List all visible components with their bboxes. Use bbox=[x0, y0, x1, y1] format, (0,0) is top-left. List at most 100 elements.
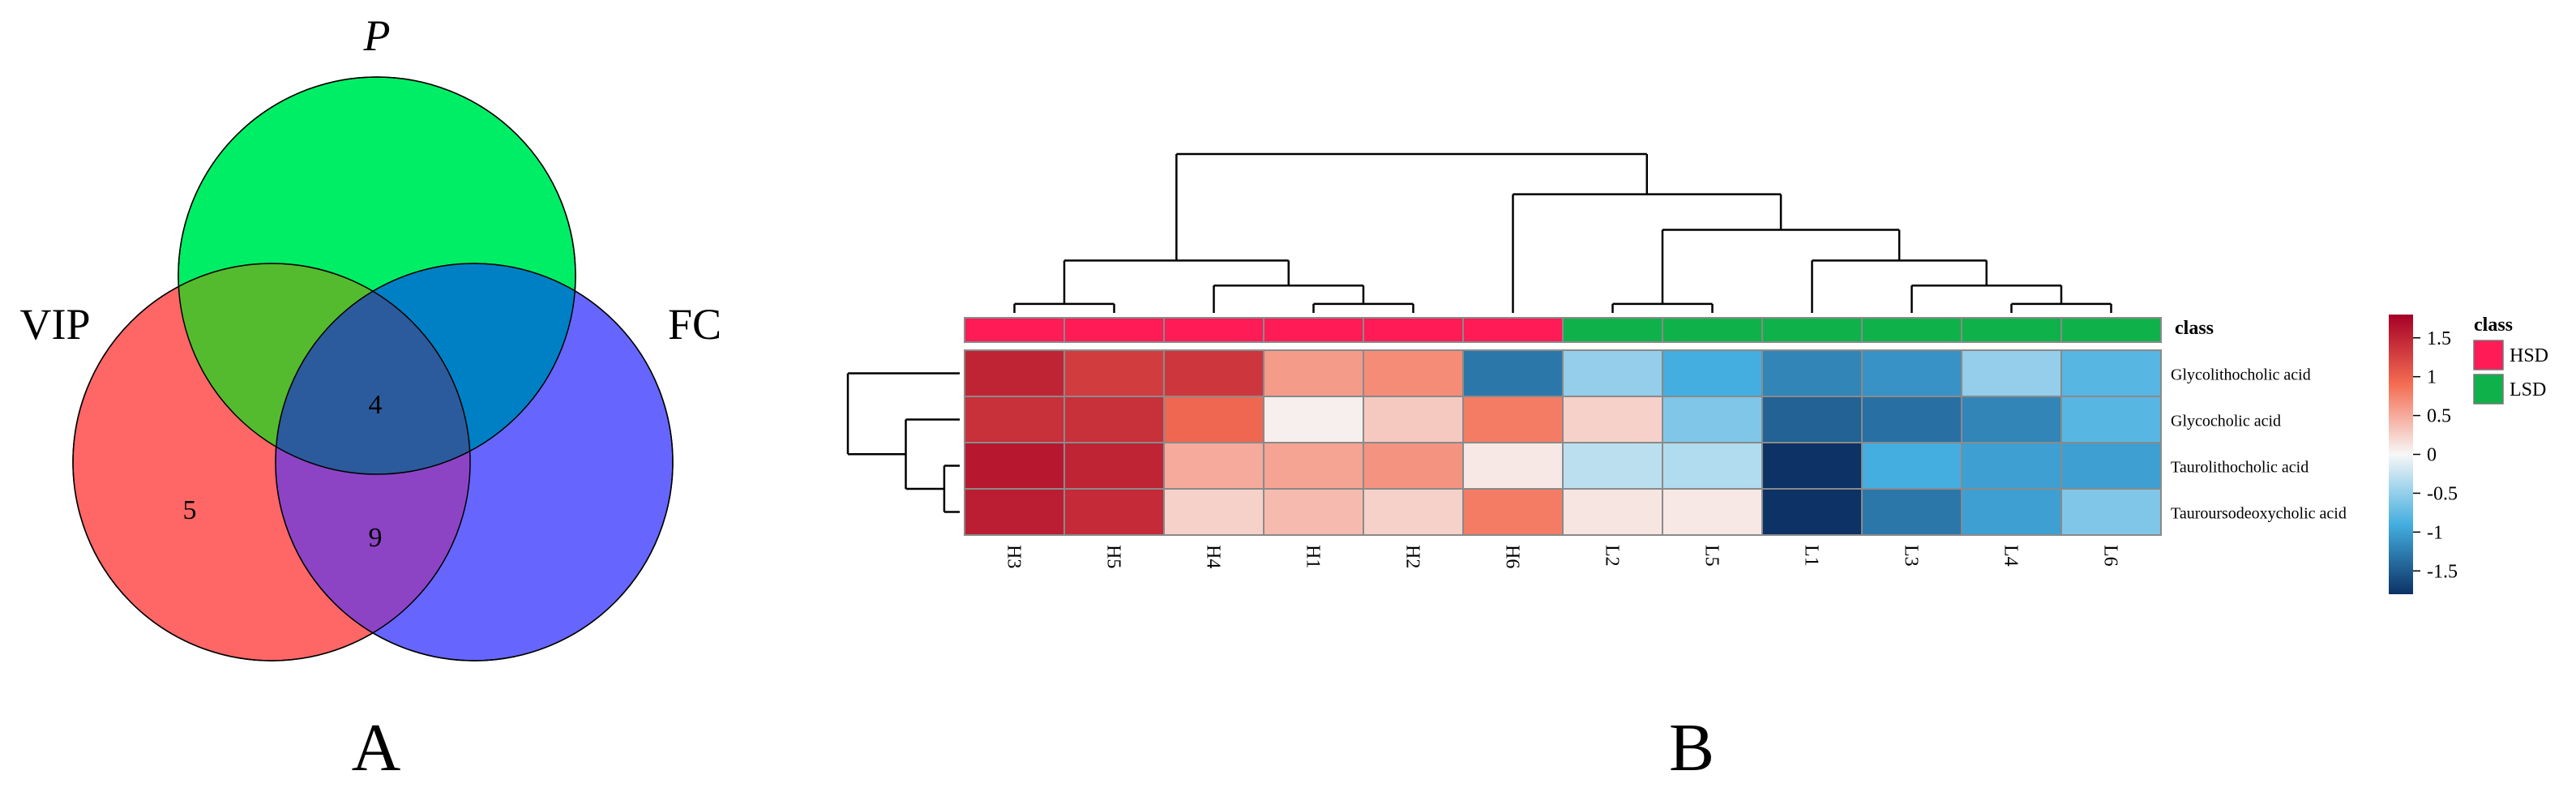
heatmap-cell bbox=[2060, 442, 2162, 490]
column-label: H3 bbox=[1003, 545, 1025, 568]
venn-diagram: P VIP FC 5 4 9 A bbox=[19, 11, 721, 786]
heatmap-panel: class Glycolithocholic acid Glycocholic a… bbox=[846, 152, 2548, 786]
heatmap-cell bbox=[1761, 488, 1863, 536]
row-dendrogram bbox=[846, 372, 960, 513]
row-labels: Glycolithocholic acid Glycocholic acid Tau… bbox=[2171, 366, 2347, 523]
annotation-cell-H1 bbox=[1263, 317, 1364, 343]
colorbar-tick-label: -1.5 bbox=[2427, 561, 2458, 582]
heatmap-cell bbox=[1662, 349, 1763, 397]
legend-label-hsd: HSD bbox=[2510, 345, 2548, 366]
row-label: Glycocholic acid bbox=[2171, 413, 2281, 430]
heatmap-cell bbox=[1861, 488, 1962, 536]
heatmap-cell bbox=[2060, 488, 2162, 536]
row-label: Glycolithocholic acid bbox=[2171, 366, 2311, 384]
annotation-cell-L4 bbox=[1961, 317, 2062, 343]
heatmap-cell bbox=[1063, 396, 1165, 443]
heatmap-cell bbox=[1363, 349, 1464, 397]
heatmap-cell bbox=[1662, 396, 1763, 443]
heatmap-cell bbox=[1562, 396, 1663, 443]
heatmap-cell bbox=[1263, 442, 1364, 490]
heatmap-cell bbox=[1761, 442, 1863, 490]
venn-outline-vip bbox=[72, 263, 471, 662]
annotation-cell-L3 bbox=[1861, 317, 1962, 343]
heatmap-cell bbox=[1562, 349, 1663, 397]
column-label: L2 bbox=[1602, 545, 1623, 567]
heatmap-cell bbox=[1163, 349, 1264, 397]
heatmap-cell bbox=[1462, 396, 1564, 443]
heatmap-cell bbox=[1961, 488, 2062, 536]
column-label: H5 bbox=[1103, 545, 1124, 568]
column-labels: H3 H5 H4 H1 H2 H6 L2 L5 L1 L3 L4 L6 bbox=[1003, 545, 2121, 568]
column-label: L5 bbox=[1701, 545, 1722, 567]
column-label: L1 bbox=[1801, 545, 1822, 567]
heatmap-cell bbox=[964, 488, 1065, 536]
heatmap-cell bbox=[1761, 349, 1863, 397]
heatmap-cell bbox=[1861, 349, 1962, 397]
annotation-cell-H2 bbox=[1363, 317, 1464, 343]
heatmap-cell bbox=[1263, 488, 1364, 536]
venn-outline-fc bbox=[275, 263, 674, 662]
colorbar-tick-label: 0.5 bbox=[2427, 406, 2451, 427]
heatmap-cell bbox=[1063, 488, 1165, 536]
annotation-cell-H5 bbox=[1063, 317, 1165, 343]
colorbar-tick-label: -1 bbox=[2427, 522, 2443, 543]
heatmap-cell bbox=[2060, 349, 2162, 397]
heatmap-cell bbox=[1462, 488, 1564, 536]
venn-set-label-vip: VIP bbox=[19, 300, 90, 349]
heatmap-cell bbox=[1063, 349, 1165, 397]
colorbar-tick-label: 1 bbox=[2427, 367, 2437, 388]
row-label: Tauroursodeoxycholic acid bbox=[2171, 505, 2347, 523]
heatmap-cell bbox=[1363, 442, 1464, 490]
column-label: H4 bbox=[1203, 545, 1224, 568]
venn-count-all: 4 bbox=[369, 390, 383, 420]
annotation-title: class bbox=[2175, 318, 2214, 339]
heatmap-cell bbox=[964, 349, 1065, 397]
heatmap-cell bbox=[1462, 349, 1564, 397]
column-label: L4 bbox=[2000, 545, 2022, 567]
heatmap-cell bbox=[1861, 396, 1962, 443]
column-label: L3 bbox=[1901, 545, 1922, 567]
heatmap-cell bbox=[1163, 488, 1264, 536]
venn-count-vip-fc: 9 bbox=[369, 523, 383, 553]
colorbar-tick-label: -0.5 bbox=[2427, 483, 2458, 504]
heatmap-cell bbox=[1063, 442, 1165, 490]
heatmap-cell bbox=[1462, 442, 1564, 490]
heatmap-cell bbox=[1163, 442, 1264, 490]
annotation-cell-L6 bbox=[2060, 317, 2162, 343]
column-label: H1 bbox=[1303, 545, 1324, 568]
heatmap-cell bbox=[1363, 488, 1464, 536]
heatmap-cell bbox=[1363, 396, 1464, 443]
colorbar-tick-label: 0 bbox=[2427, 445, 2437, 466]
panel-label-b: B bbox=[1669, 710, 1714, 786]
annotation-cell-H3 bbox=[964, 317, 1065, 343]
heatmap-cell bbox=[1562, 442, 1663, 490]
legend-swatch-lsd bbox=[2473, 374, 2504, 405]
colorbar-tick-label: 1.5 bbox=[2427, 328, 2451, 349]
heatmap-cell bbox=[2060, 396, 2162, 443]
heatmap-cell bbox=[1961, 396, 2062, 443]
heatmap-cell bbox=[964, 396, 1065, 443]
venn-count-vip-only: 5 bbox=[183, 495, 197, 525]
heatmap-cells bbox=[964, 349, 2162, 536]
venn-set-label-fc: FC bbox=[668, 300, 721, 349]
annotation-cell-L5 bbox=[1662, 317, 1763, 343]
heatmap-cell bbox=[1861, 442, 1962, 490]
venn-set-label-p: P bbox=[363, 11, 391, 60]
row-label: Taurolithocholic acid bbox=[2171, 459, 2309, 477]
annotation-cell-H6 bbox=[1462, 317, 1564, 343]
legend-label-lsd: LSD bbox=[2510, 379, 2546, 400]
heatmap-cell bbox=[1263, 349, 1364, 397]
colorbar-ticks: 1.5 1 0.5 0 -0.5 -1 -1.5 bbox=[2413, 328, 2458, 582]
heatmap-cell bbox=[1263, 396, 1364, 443]
annotation-cell-L2 bbox=[1562, 317, 1663, 343]
annotation-cell-L1 bbox=[1761, 317, 1863, 343]
heatmap-cell bbox=[1562, 488, 1663, 536]
column-label: L6 bbox=[2100, 545, 2121, 567]
column-label: H2 bbox=[1402, 545, 1423, 568]
legend-title: class bbox=[2474, 315, 2513, 336]
annotation-cell-H4 bbox=[1163, 317, 1264, 343]
legend-swatch-hsd bbox=[2473, 340, 2504, 370]
heatmap-cell bbox=[1961, 349, 2062, 397]
class-annotation-bar bbox=[964, 317, 2162, 343]
